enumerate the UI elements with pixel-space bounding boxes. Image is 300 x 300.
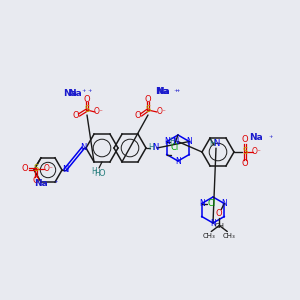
Text: O⁻: O⁻ (252, 148, 262, 157)
Text: O: O (99, 169, 105, 178)
Text: H: H (91, 167, 97, 176)
Text: O: O (73, 110, 79, 119)
Text: Na: Na (249, 134, 263, 142)
Text: S: S (84, 106, 90, 115)
Text: ⁺: ⁺ (176, 88, 180, 97)
Text: ⁺: ⁺ (88, 88, 92, 98)
Text: N: N (186, 137, 192, 146)
Text: H: H (209, 139, 215, 148)
Text: Na: Na (68, 88, 82, 98)
Text: CH₃: CH₃ (203, 233, 216, 239)
Text: O: O (145, 94, 151, 103)
Text: O⁻: O⁻ (44, 164, 54, 173)
Text: N: N (80, 142, 86, 152)
Text: Cl: Cl (208, 199, 216, 208)
Text: N: N (172, 137, 179, 146)
Text: N: N (221, 199, 227, 208)
Text: O: O (242, 136, 248, 145)
Text: H: H (148, 143, 154, 152)
Text: N: N (152, 143, 158, 152)
Text: Na: Na (155, 88, 169, 97)
Text: N: N (175, 157, 181, 166)
Text: H: H (169, 137, 175, 146)
Text: O: O (22, 164, 28, 173)
Text: ⁺: ⁺ (82, 88, 86, 98)
Text: O⁻: O⁻ (157, 107, 167, 116)
Text: Na: Na (156, 88, 170, 97)
Text: O: O (216, 209, 223, 218)
Text: S: S (242, 148, 247, 157)
Text: N: N (210, 218, 216, 227)
Text: N: N (199, 199, 205, 208)
Text: CH₃: CH₃ (223, 233, 236, 239)
Text: ⁺: ⁺ (269, 134, 273, 142)
Text: Na: Na (34, 179, 48, 188)
Text: Na: Na (63, 88, 77, 98)
Text: ⁺: ⁺ (54, 179, 58, 188)
Text: O: O (135, 110, 141, 119)
Text: N: N (62, 164, 68, 173)
Text: O: O (84, 94, 90, 103)
Text: O: O (242, 160, 248, 169)
Text: O: O (33, 176, 39, 185)
Text: S: S (33, 164, 39, 173)
Text: N: N (213, 139, 219, 148)
Text: Cl: Cl (171, 143, 179, 152)
Text: H: H (94, 169, 100, 178)
Text: O⁻: O⁻ (94, 107, 104, 116)
Text: ⁺: ⁺ (174, 88, 178, 97)
Text: N: N (164, 137, 169, 146)
Text: CH: CH (214, 223, 224, 229)
Text: S: S (146, 106, 151, 115)
